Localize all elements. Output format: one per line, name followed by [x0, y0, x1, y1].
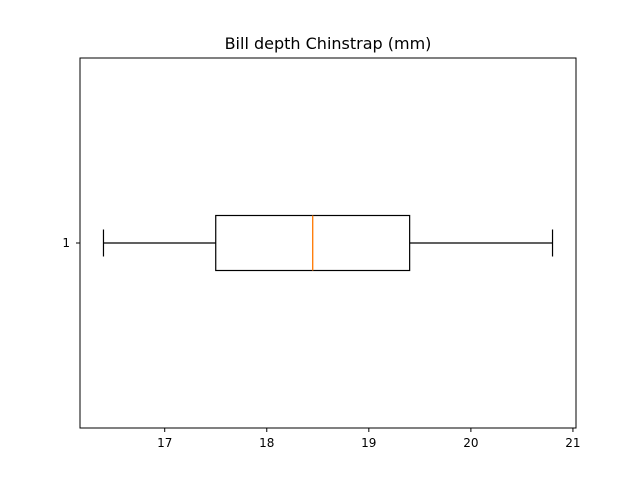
- x-tick-label: 21: [565, 436, 580, 450]
- x-tick-label: 17: [157, 436, 172, 450]
- x-tick-label: 18: [259, 436, 274, 450]
- y-axis: 1: [62, 236, 80, 250]
- x-axis: 17 18 19 20 21: [157, 428, 581, 450]
- x-tick-label: 20: [463, 436, 478, 450]
- chart-title: Bill depth Chinstrap (mm): [225, 34, 432, 53]
- boxplot-group: [102, 214, 554, 272]
- x-tick-label: 19: [361, 436, 376, 450]
- y-tick-label: 1: [62, 236, 70, 250]
